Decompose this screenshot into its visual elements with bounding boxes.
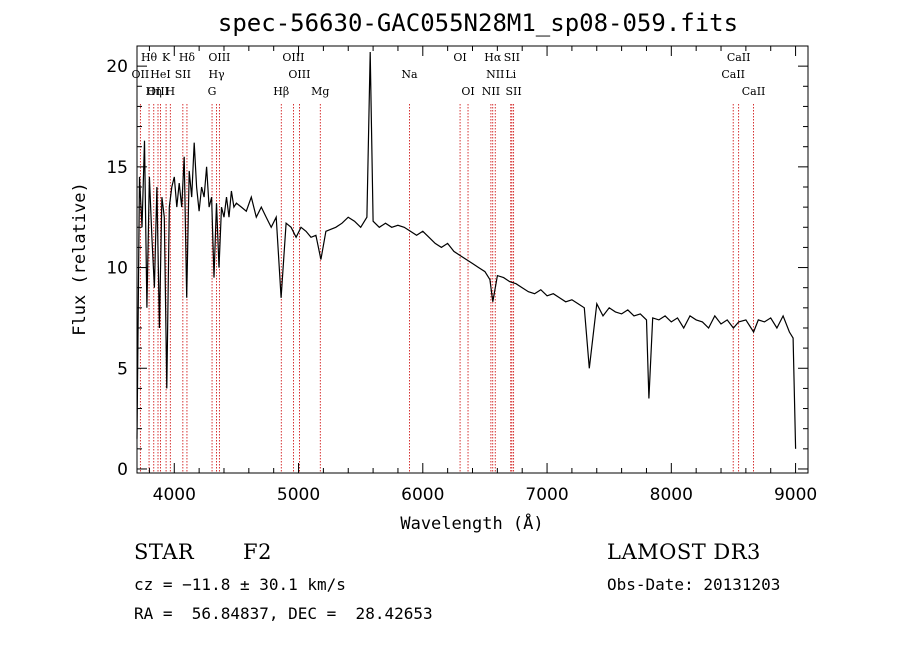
line-label: OIII <box>208 51 230 64</box>
line-label: OI <box>461 85 474 98</box>
line-label: Hγ <box>208 68 225 81</box>
line-label: Na <box>401 68 418 81</box>
x-tick-label: 7000 <box>525 485 568 505</box>
y-tick-label: 0 <box>117 460 128 480</box>
x-axis-label: Wavelength (Å) <box>400 512 543 534</box>
line-label: OII <box>131 68 149 81</box>
line-label: SII <box>506 85 522 98</box>
y-axis-label: Flux (relative) <box>70 182 90 336</box>
line-label: OIII <box>282 51 304 64</box>
emission-line-markers <box>139 104 754 473</box>
emission-line-labels: Hθ OII OIII HeI Hη K SII H Hδ OIII Hγ G OIII OIII Hβ Mg… <box>131 51 765 98</box>
subclass: F2 <box>243 540 272 564</box>
line-label: OIII <box>288 68 310 81</box>
plot-frame <box>136 45 809 474</box>
y-axis-ticks: 0 5 10 15 20 <box>106 45 808 480</box>
line-label: K <box>162 51 171 64</box>
x-tick-label: 6000 <box>401 485 444 505</box>
x-tick-label: 8000 <box>650 485 693 505</box>
redshift-readout: cz = −11.8 ± 30.1 km/s <box>134 575 346 594</box>
spectrum-chart: spec-56630-GAC055N28M1_sp08-059.fits Hθ O… <box>70 9 817 534</box>
line-label: OI <box>453 51 466 64</box>
line-label: OIII <box>147 85 169 98</box>
line-label: Li <box>505 68 516 81</box>
line-label: Mg <box>311 85 329 98</box>
chart-title: spec-56630-GAC055N28M1_sp08-059.fits <box>218 9 738 37</box>
line-label: Hη <box>146 85 162 98</box>
x-tick-label: 4000 <box>153 485 196 505</box>
object-type: STAR <box>134 540 195 564</box>
line-label: SII <box>504 51 520 64</box>
x-axis-ticks: 4000 5000 6000 7000 8000 9000 <box>148 46 817 505</box>
x-tick-label: 5000 <box>277 485 320 505</box>
y-tick-label: 15 <box>106 158 128 178</box>
coordinates: RA = 56.84837, DEC = 28.42653 <box>134 604 433 623</box>
line-label: HeI <box>150 68 170 81</box>
spectrum-line <box>136 51 797 449</box>
survey-name: LAMOST DR3 <box>607 540 761 564</box>
line-label: G <box>208 85 217 98</box>
line-label: SII <box>175 68 191 81</box>
obs-date: Obs-Date: 20131203 <box>607 575 781 594</box>
line-label: CaII <box>721 68 745 81</box>
line-label: NII <box>482 85 500 98</box>
line-label: CaII <box>742 85 766 98</box>
y-tick-label: 5 <box>117 359 128 379</box>
x-tick-label: 9000 <box>774 485 817 505</box>
y-tick-label: 20 <box>106 57 128 77</box>
line-label: NII <box>486 68 504 81</box>
line-label: Hθ <box>141 51 158 64</box>
line-label: Hδ <box>179 51 196 64</box>
line-label: Hα <box>484 51 502 64</box>
line-label: Hβ <box>273 85 289 98</box>
y-tick-label: 10 <box>106 259 128 279</box>
line-label: CaII <box>727 51 751 64</box>
line-label: H <box>166 85 176 98</box>
